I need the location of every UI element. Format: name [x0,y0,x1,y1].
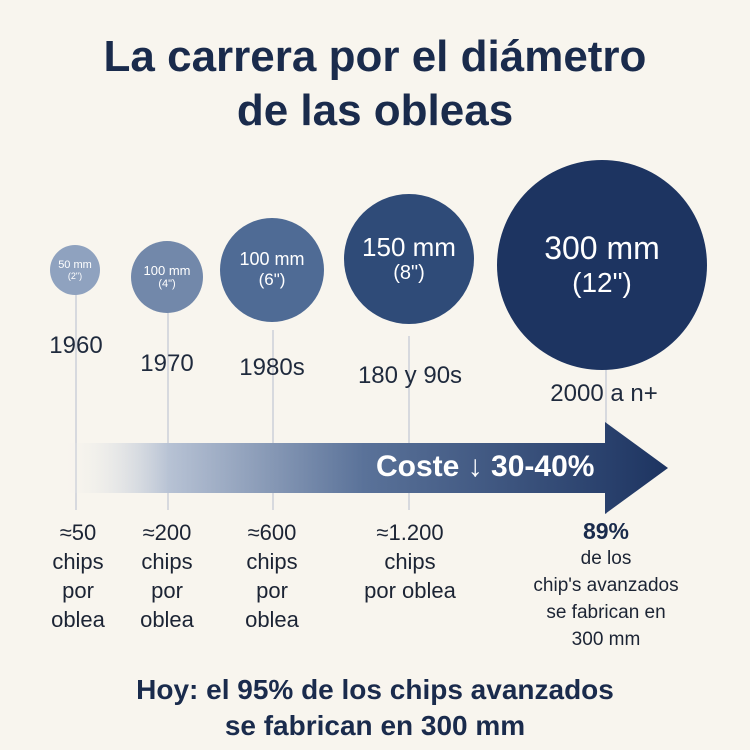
chips-line: por [62,578,94,603]
chips-line: oblea [245,607,299,632]
chips-line: chips [384,549,436,574]
cost-arrow-shape [60,422,668,514]
chips-line: oblea [51,607,105,632]
chips-line: ≈50 [59,520,97,545]
wafer-size-label: 150 mm [362,232,456,263]
wafer-size-label: 50 mm [58,258,92,271]
guide-line-1970 [167,308,169,510]
footer-line-2: se fabrican en 300 mm [224,710,526,741]
chips-line: por [151,578,183,603]
chips-line: ≈1.200 [376,520,444,545]
guide-line-1990s [408,336,410,510]
note-line: se fabrican en [546,602,666,623]
note-line: de los [580,548,632,569]
cost-reduction-label: Coste ↓ 30-40% [376,450,595,483]
chips-line: por oblea [364,578,456,603]
chips-line: ≈200 [142,520,192,545]
advanced-chips-note: 89% de los chip's avanzados se fabrican … [533,518,678,653]
note-line: 300 mm [571,629,641,650]
note-line: chip's avanzados [533,575,679,596]
chips-line: por [256,578,288,603]
period-label-1980s: 1980s [239,354,305,381]
footer-line-1: Hoy: el 95% de los chips avanzados [136,674,614,705]
chips-line: ≈600 [247,520,297,545]
period-label-2000s: 2000 a n+ [550,380,658,407]
chips-per-wafer-150mm: ≈1.200 chips por oblea [364,518,456,605]
wafer-circle-150mm: 150 mm (8") [344,194,474,324]
period-label-1990s: 180 y 90s [357,362,463,389]
wafer-circle-100mm-4in: 100 mm (4") [131,241,203,313]
cost-arrow [60,422,668,514]
wafer-inch-label: (12") [572,266,632,298]
wafer-size-label: 100 mm [239,249,305,270]
guide-line-1960 [75,292,77,510]
chips-per-wafer-100mm-6in: ≈600 chips por oblea [245,518,299,634]
title-line-2: de las obleas [236,86,514,135]
chips-line: chips [141,549,193,574]
wafer-circle-50mm: 50 mm (2") [50,245,100,295]
footer-summary: Hoy: el 95% de los chips avanzados se fa… [0,672,750,744]
wafer-circle-300mm: 300 mm (12") [497,160,707,370]
wafer-inch-label: (8") [393,261,425,284]
guide-line-1980s [272,330,274,510]
chips-line: oblea [140,607,194,632]
wafer-inch-label: (6") [258,270,286,290]
wafer-size-label: 300 mm [544,230,660,267]
wafer-inch-label: (2") [67,270,83,281]
page-title: La carrera por el diámetro de las obleas [0,30,750,138]
wafer-size-label: 100 mm [143,262,191,278]
wafer-inch-label: (4") [158,277,176,290]
title-line-1: La carrera por el diámetro [103,32,647,81]
wafer-circle-100mm-6in: 100 mm (6") [220,218,324,322]
chips-per-wafer-100mm-4in: ≈200 chips por oblea [140,518,194,634]
period-label-1960: 1960 [49,332,103,359]
chips-per-wafer-50mm: ≈50 chips por oblea [51,518,105,634]
chips-line: chips [246,549,298,574]
period-label-1970: 1970 [140,350,194,377]
advanced-chips-percent: 89% [582,518,630,544]
chips-line: chips [52,549,104,574]
